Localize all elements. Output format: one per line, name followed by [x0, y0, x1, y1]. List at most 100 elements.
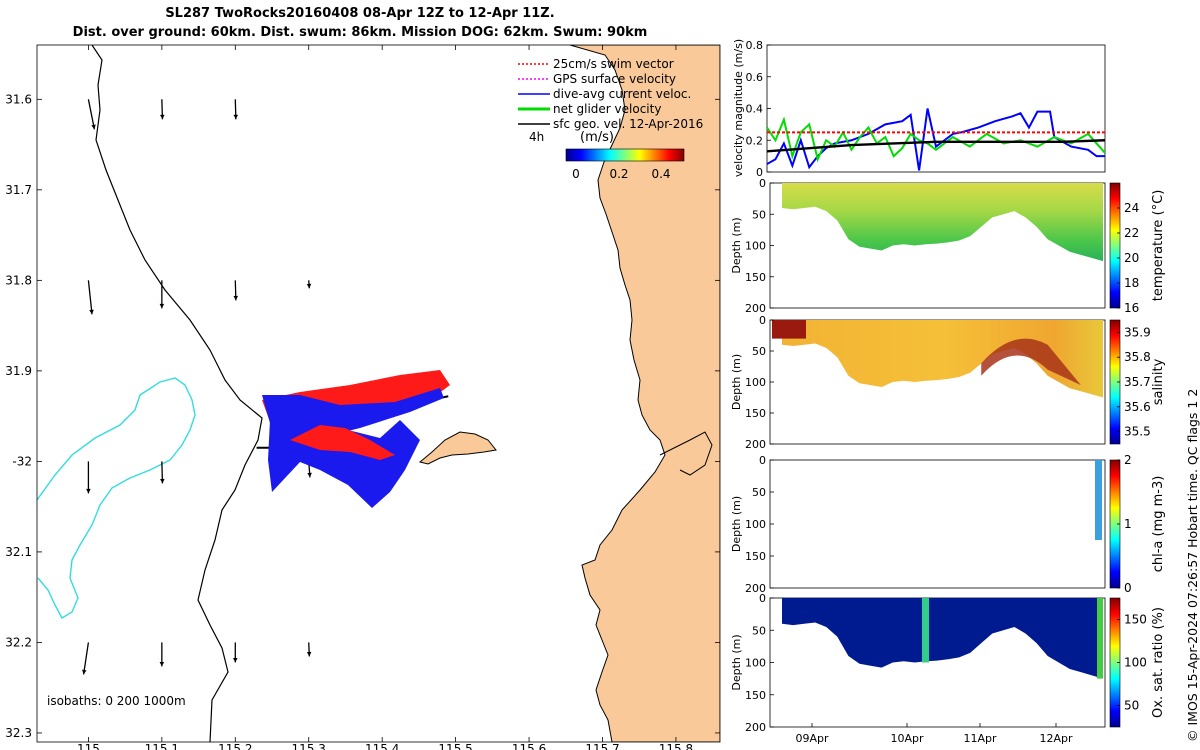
date-tick-label: 12Apr [1039, 732, 1073, 745]
geo-vector-arrow [86, 461, 91, 494]
oxygen-profile-highlight-end [1097, 598, 1103, 679]
geo-vector-arrow [233, 280, 239, 301]
colorbar-label: temperature (°C) [1151, 190, 1166, 302]
title-line-2: Dist. over ground: 60km. Dist. swum: 86k… [72, 25, 648, 40]
section-ytick-label: 100 [745, 657, 766, 670]
section-ytick-label: 150 [745, 407, 766, 420]
section-ytick-label: 200 [745, 302, 766, 315]
section-ytick-label: 100 [745, 240, 766, 253]
geo-vector-arrow [233, 642, 238, 663]
colorbar-tick-label: 35.8 [1124, 350, 1151, 364]
high-salinity-surface [772, 320, 806, 339]
colorbar-tick-label: 18 [1124, 276, 1139, 290]
salinity-section: 0 50 100 150 200 Depth (m) 35.5 35.6 35.7 35.8 35.… [730, 314, 1166, 451]
section-ytick-label: 50 [752, 345, 766, 358]
oxygen-section: 0 50 100 150 200 Depth (m) 50 100 150 Ox. sat. ra… [730, 592, 1166, 734]
geo-vector-field [82, 99, 312, 675]
speed-colorbar-tick-1: 0.2 [609, 167, 628, 181]
colorbar-tick-label: 50 [1124, 699, 1139, 713]
map-ytick-label: 32.2 [5, 635, 32, 649]
section-data-area [782, 598, 1103, 679]
velocity-series-line [766, 108, 1105, 171]
colorbar-tick-label: 100 [1124, 656, 1147, 670]
map-xtick-label: 115.3 [292, 742, 326, 750]
colorbar-tick-label: 35.9 [1124, 325, 1151, 339]
section-ytick-label: 150 [745, 550, 766, 563]
geo-vector-arrow [159, 642, 165, 667]
legend-gps: GPS surface velocity [553, 72, 676, 86]
date-axis: 09Apr 10Apr 11Apr 12Apr [795, 723, 1073, 745]
section-ytick-label: 150 [745, 271, 766, 284]
map-xtick-label: 115.6 [512, 742, 546, 750]
island-contour [37, 377, 196, 619]
geo-vector-arrow [160, 461, 165, 484]
speed-colorbar-tick-2: 0.4 [651, 167, 670, 181]
island-land [418, 431, 497, 465]
map-xtick-label: 115.2 [218, 742, 252, 750]
chlorophyll-section: 0 50 100 150 200 Depth (m) 0 1 2 chl-a (mg m-3) [730, 453, 1166, 595]
velocity-ytick-label: 0.6 [746, 71, 764, 84]
map-ytick-label: 31.7 [5, 183, 32, 197]
velocity-series-line [766, 116, 1106, 163]
map-xtick-label: 115.4 [365, 742, 399, 750]
section-ytick-label: 100 [745, 376, 766, 389]
section-ytick-label: 100 [745, 518, 766, 531]
isobath-200m [91, 45, 263, 742]
velocity-ytick-label: 0.4 [746, 103, 764, 116]
velocity-series [766, 108, 1106, 171]
interval-label: 4h [529, 130, 544, 144]
section-ylabel: Depth (m) [730, 354, 743, 410]
geo-vector-arrow [159, 280, 165, 309]
temperature-section: 0 50 100 150 200 Depth (m) 16 18 20 22 24 temperatu… [730, 177, 1166, 315]
section-ytick-label: 50 [752, 624, 766, 637]
section-ytick-label: 0 [759, 592, 766, 605]
section-ytick-label: 50 [752, 486, 766, 499]
colorbar-label: chl-a (mg m-3) [1151, 476, 1166, 573]
map-xtick-label: 115.5 [438, 742, 472, 750]
map-ytick-label: 32.1 [5, 545, 32, 559]
velocity-ytick-label: 0 [756, 166, 763, 179]
geo-vector-arrow [160, 99, 165, 120]
velocity-ylabel: velocity magnitude (m/s) [732, 39, 745, 177]
velocity-series-line [766, 139, 1106, 153]
velocity-panel: 0 0.2 0.4 0.6 0.8 velocity magnitude (m/s) [732, 39, 1106, 179]
map-xtick-label: 115.8 [659, 742, 693, 750]
legend-current: dive-avg current veloc. [553, 87, 691, 101]
section-ylabel: Depth (m) [730, 634, 743, 690]
speed-colorbar-label: (m/s) [580, 130, 614, 145]
high-salinity-core [981, 338, 1081, 386]
map-ytick-label: 31.6 [5, 92, 32, 106]
legend-swim: 25cm/s swim vector [553, 57, 674, 71]
oxygen-profile-highlight [922, 598, 929, 663]
section-ytick-label: 200 [745, 721, 766, 734]
section-frame [769, 459, 1106, 589]
chlorophyll-profile [1095, 460, 1102, 540]
velocity-ytick-label: 0.2 [746, 134, 764, 147]
section-ytick-label: 150 [745, 689, 766, 702]
colorbar-tick-label: 35.5 [1124, 425, 1151, 439]
date-tick-label: 10Apr [890, 732, 924, 745]
current-vector-swath [262, 370, 450, 508]
map-frame [36, 44, 721, 743]
speed-colorbar-tick-0: 0 [572, 167, 580, 181]
swim-vector-swath-lower [290, 425, 395, 460]
geo-vector-arrow [87, 99, 96, 130]
geo-vector-arrow [82, 642, 90, 675]
colorbar-tick-label: 24 [1124, 201, 1139, 215]
velocity-frame [766, 44, 1106, 173]
geo-vector-arrow [306, 280, 312, 289]
velocity-ytick-label: 0.8 [746, 39, 764, 52]
section-ytick-label: 50 [752, 208, 766, 221]
geo-vector-arrow [87, 280, 94, 315]
map-xtick-label: 115.1 [145, 742, 179, 750]
geo-vector-arrow [306, 642, 312, 657]
colorbar-tick-label: 22 [1124, 226, 1139, 240]
section-ytick-label: 200 [745, 438, 766, 451]
legend-geo: sfc geo. vel. 12-Apr-2016 [553, 117, 703, 131]
section-ytick-label: 0 [759, 177, 766, 190]
map-xtick-label: 115.7 [585, 742, 619, 750]
isobath-label: isobaths: 0 200 1000m [47, 694, 186, 708]
map-ytick-label: -32 [12, 454, 32, 468]
legend-glider: net glider velocity [553, 102, 661, 116]
